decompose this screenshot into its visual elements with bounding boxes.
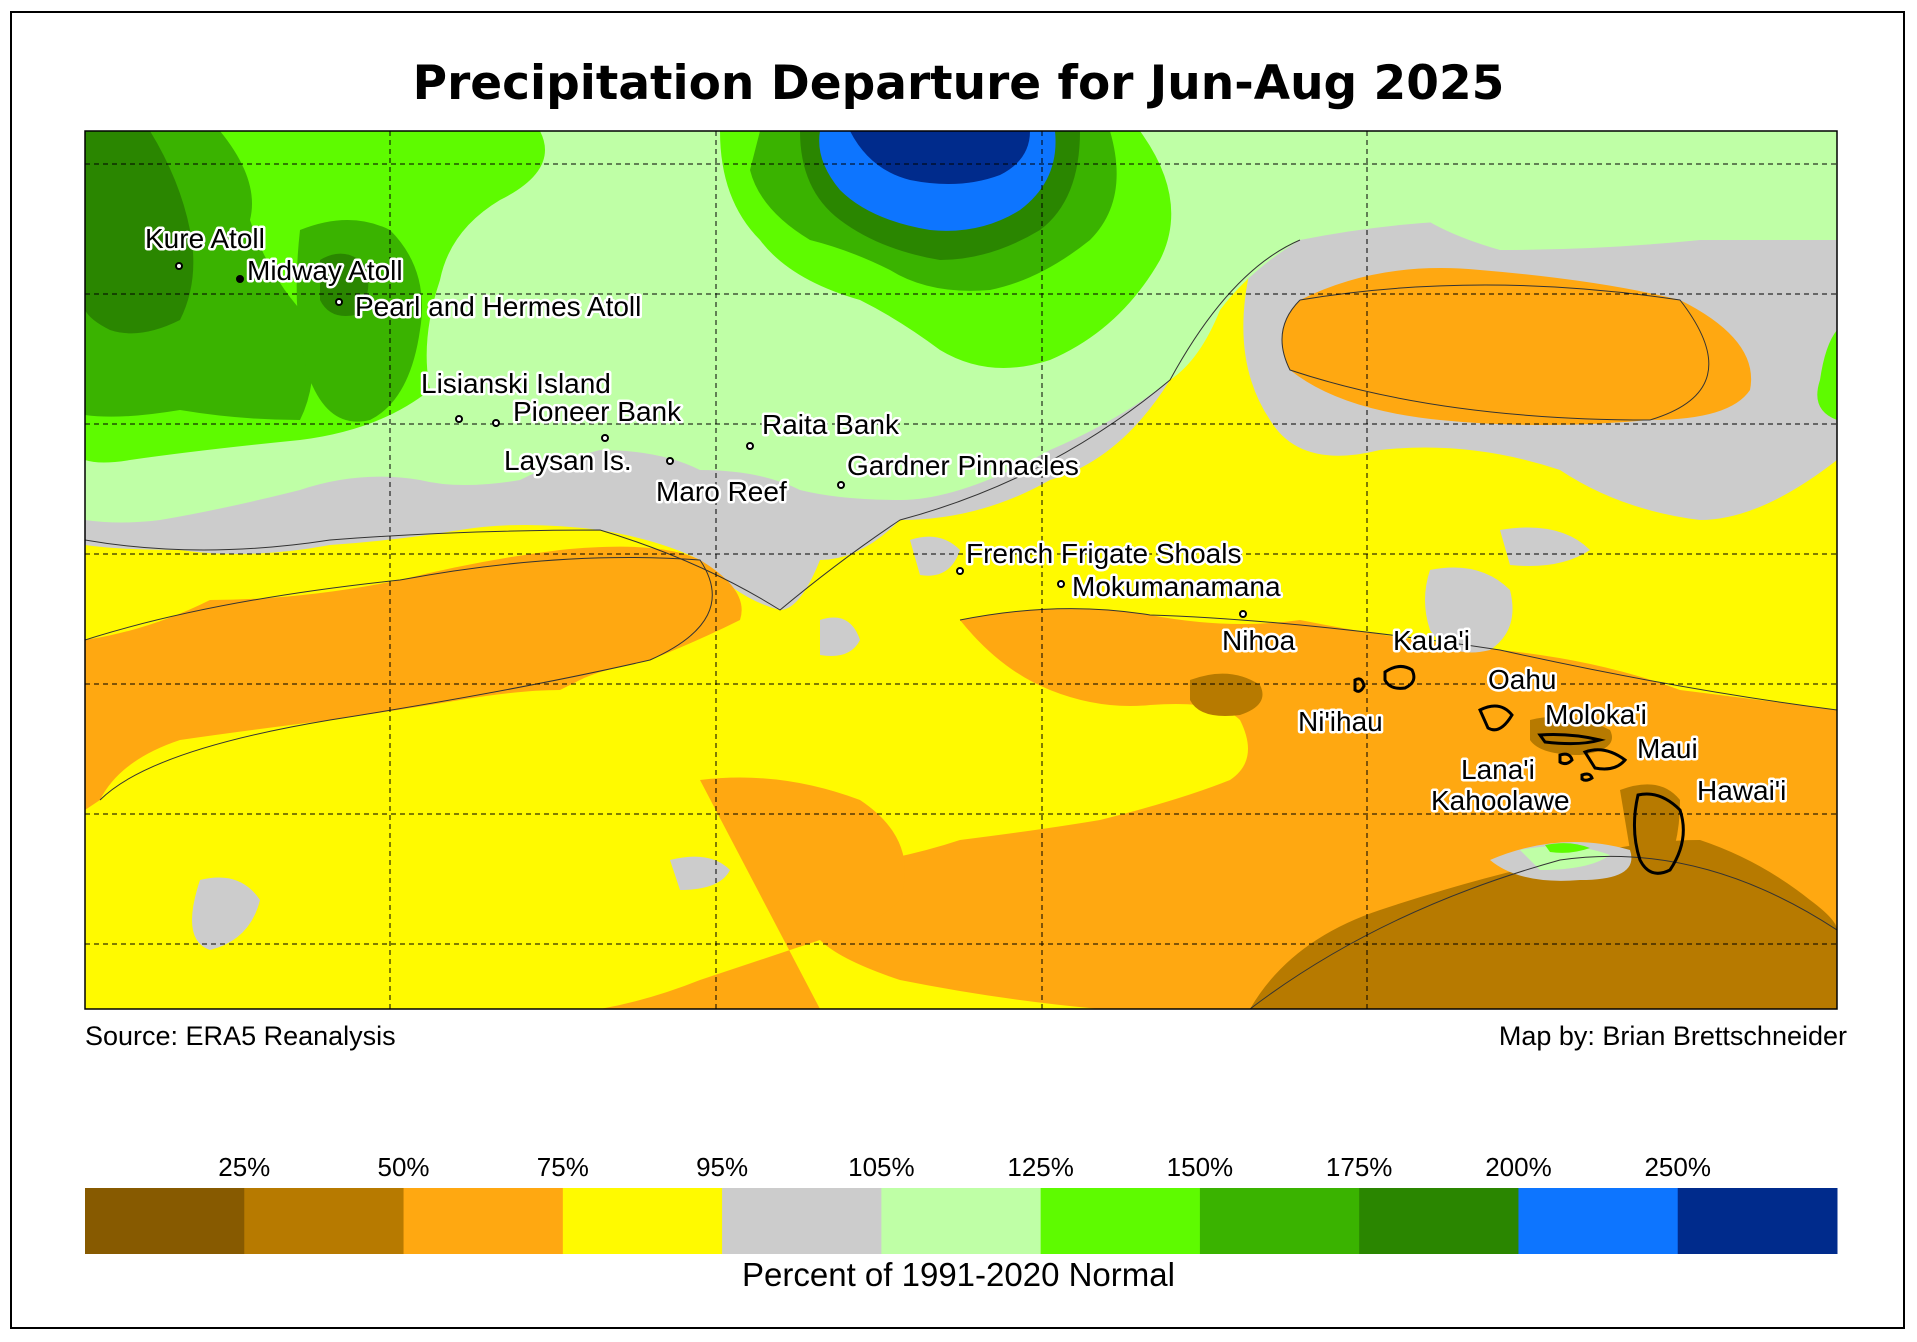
molokai-outline <box>1537 733 1606 746</box>
legend-swatch <box>722 1188 882 1254</box>
marker-french-frigate <box>956 567 964 575</box>
legend-tick-label: 125% <box>1007 1152 1074 1182</box>
field-150-175-patch <box>1545 843 1590 853</box>
kahoolawe-outline <box>1580 772 1594 782</box>
legend-swatch <box>1518 1188 1679 1254</box>
label-french-frigate: French Frigate Shoals <box>966 538 1241 569</box>
legend-tick-label: 250% <box>1644 1152 1711 1182</box>
legend-tick-label: 150% <box>1167 1152 1234 1182</box>
label-molokai: Moloka'i <box>1545 699 1647 730</box>
precip-field <box>85 131 1837 1009</box>
field-200-250-b <box>320 253 369 316</box>
marker-nihoa <box>1239 610 1247 618</box>
field-75-95-sw <box>600 777 905 1009</box>
label-kure-atoll: Kure Atoll <box>145 223 265 254</box>
label-hawaii: Hawai'i <box>1697 775 1786 806</box>
hawaii-outline <box>1632 792 1685 875</box>
marker-gardner <box>837 481 845 489</box>
label-mokumanamana: Mokumanamana <box>1072 571 1281 602</box>
label-niihau: Ni'ihau <box>1298 706 1383 737</box>
field-150-175-east <box>1817 330 1837 420</box>
field-125-150-patch <box>1520 846 1610 870</box>
field-50-75 <box>1250 840 1837 1009</box>
field-75-95 <box>85 546 742 810</box>
field-105-125-patch-4 <box>820 617 860 656</box>
label-midway-atoll: Midway Atoll <box>247 255 403 286</box>
legend-swatch <box>1359 1188 1519 1254</box>
kauai-outline <box>1383 665 1416 690</box>
label-raita-bank: Raita Bank <box>762 409 900 440</box>
field-105-125-patch-1 <box>1425 567 1513 653</box>
niihau-outline <box>1353 677 1366 693</box>
legend-tick-label: 105% <box>848 1152 915 1182</box>
legend-tick-label: 95% <box>696 1152 748 1182</box>
legend-colorbar <box>85 1188 1838 1254</box>
legend-tick-label: 50% <box>378 1152 430 1182</box>
legend-tick-label: 75% <box>537 1152 589 1182</box>
marker-pearl-hermes <box>335 298 343 306</box>
label-maui: Maui <box>1637 733 1698 764</box>
label-nihoa: Nihoa <box>1222 625 1296 656</box>
label-lanai: Lana'i <box>1461 754 1535 785</box>
label-lisianski: Lisianski Island <box>421 368 611 399</box>
map-credit: Map by: Brian Brettschneider <box>1498 1021 1847 1051</box>
label-pioneer-bank: Pioneer Bank <box>513 396 682 427</box>
label-kahoolawe: Kahoolawe <box>1431 785 1570 816</box>
marker-laysan <box>601 434 609 442</box>
field-105-125-patch-2 <box>1500 527 1590 566</box>
map-title: Precipitation Departure for Jun-Aug 2025 <box>412 56 1505 111</box>
label-kauai: Kaua'i <box>1393 625 1470 656</box>
contour-line <box>959 608 1837 711</box>
legend-swatch <box>1677 1188 1838 1254</box>
source-note: Source: ERA5 Reanalysis <box>85 1021 396 1051</box>
legend-swatch <box>1040 1188 1201 1254</box>
legend-swatch <box>85 1188 245 1254</box>
field-125-150-ne <box>1400 131 1837 250</box>
contour-line <box>85 239 1301 611</box>
label-maro-reef: Maro Reef <box>656 476 787 507</box>
field-75-95-upper-e <box>1282 268 1752 425</box>
field-above-275 <box>850 131 1030 184</box>
marker-kure-atoll <box>175 262 183 270</box>
legend-tick-label: 200% <box>1485 1152 1552 1182</box>
lanai-outline <box>1558 752 1574 766</box>
place-markers <box>175 262 1247 618</box>
oahu-outline <box>1478 704 1514 732</box>
legend-swatch <box>881 1188 1042 1254</box>
legend-tick-label: 25% <box>218 1152 270 1182</box>
place-labels: Kure Atoll Midway Atoll Pearl and Hermes… <box>143 221 1789 819</box>
label-laysan: Laysan Is. <box>504 445 632 476</box>
map-border <box>84 130 1838 1010</box>
legend-swatch <box>562 1188 723 1254</box>
legend-tick-labels: 25% 50% 75% 95% 105% 125% 150% 175% 200% 250% <box>218 1152 1711 1182</box>
field-105-125-patch-5 <box>670 856 730 890</box>
label-gardner: Gardner Pinnacles <box>847 450 1079 481</box>
island-outlines <box>1353 665 1685 875</box>
label-oahu: Oahu <box>1488 664 1557 695</box>
marker-pioneer-bank <box>492 419 500 427</box>
legend-tick-label: 175% <box>1326 1152 1393 1182</box>
maui-outline <box>1582 748 1628 771</box>
graticule <box>85 131 1837 1009</box>
legend-title: Percent of 1991-2020 Normal <box>742 1256 1175 1293</box>
legend-swatch <box>1199 1188 1360 1254</box>
contour-line <box>85 557 713 801</box>
marker-lisianski <box>455 415 463 423</box>
contour-line <box>1281 284 1710 421</box>
legend-swatch <box>244 1188 405 1254</box>
marker-midway-atoll <box>236 275 244 283</box>
marker-mokumanamana <box>1057 580 1065 588</box>
label-pearl-hermes: Pearl and Hermes Atoll <box>355 291 641 322</box>
marker-raita-bank <box>746 442 754 450</box>
field-200-250 <box>85 131 194 334</box>
legend-swatch <box>403 1188 564 1254</box>
contour-line <box>1249 855 1837 1009</box>
figure-frame <box>10 11 1905 1329</box>
marker-maro-reef <box>666 457 674 465</box>
field-50-75-b <box>1190 673 1263 716</box>
field-105-125-patch-7 <box>910 536 960 576</box>
field-105-125-patch-6 <box>192 877 260 950</box>
